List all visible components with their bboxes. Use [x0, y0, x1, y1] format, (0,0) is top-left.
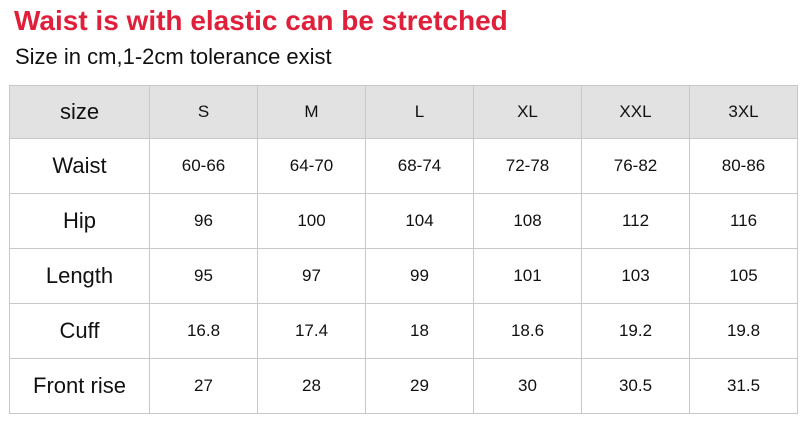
row-label: Waist — [9, 138, 150, 194]
table-row: Hip 96 100 104 108 112 116 — [9, 193, 798, 249]
subtitle: Size in cm,1-2cm tolerance exist — [15, 44, 332, 69]
cell: 31.5 — [689, 358, 798, 414]
cell: 72-78 — [473, 138, 582, 194]
cell: 27 — [149, 358, 258, 414]
cell: 96 — [149, 193, 258, 249]
cell: 29 — [365, 358, 474, 414]
cell: 64-70 — [257, 138, 366, 194]
table-row: Cuff 16.8 17.4 18 18.6 19.2 19.8 — [9, 303, 798, 359]
cell: 17.4 — [257, 303, 366, 359]
table-row: Front rise 27 28 29 30 30.5 31.5 — [9, 358, 798, 414]
cell: 99 — [365, 248, 474, 304]
cell: 60-66 — [149, 138, 258, 194]
table-row: Length 95 97 99 101 103 105 — [9, 248, 798, 304]
header-cell: S — [149, 85, 258, 139]
header-cell: XXL — [581, 85, 690, 139]
cell: 18.6 — [473, 303, 582, 359]
cell: 68-74 — [365, 138, 474, 194]
header-row: size S M L XL XXL 3XL — [9, 85, 798, 139]
cell: 95 — [149, 248, 258, 304]
row-label: Length — [9, 248, 150, 304]
cell: 116 — [689, 193, 798, 249]
cell: 97 — [257, 248, 366, 304]
cell: 80-86 — [689, 138, 798, 194]
header-cell: M — [257, 85, 366, 139]
table-row: Waist 60-66 64-70 68-74 72-78 76-82 80-86 — [9, 138, 798, 194]
cell: 30 — [473, 358, 582, 414]
cell: 19.8 — [689, 303, 798, 359]
cell: 76-82 — [581, 138, 690, 194]
header-cell: L — [365, 85, 474, 139]
cell: 105 — [689, 248, 798, 304]
row-label: Cuff — [9, 303, 150, 359]
title: Waist is with elastic can be stretched — [14, 5, 508, 36]
row-label: Front rise — [9, 358, 150, 414]
header-cell: 3XL — [689, 85, 798, 139]
cell: 108 — [473, 193, 582, 249]
cell: 30.5 — [581, 358, 690, 414]
cell: 112 — [581, 193, 690, 249]
size-table: size S M L XL XXL 3XL Waist 60-66 64-70 68-74 72-78… — [9, 85, 798, 414]
header-cell: size — [9, 85, 150, 139]
cell: 18 — [365, 303, 474, 359]
cell: 16.8 — [149, 303, 258, 359]
row-label: Hip — [9, 193, 150, 249]
cell: 104 — [365, 193, 474, 249]
cell: 19.2 — [581, 303, 690, 359]
header-cell: XL — [473, 85, 582, 139]
cell: 100 — [257, 193, 366, 249]
cell: 103 — [581, 248, 690, 304]
cell: 28 — [257, 358, 366, 414]
cell: 101 — [473, 248, 582, 304]
